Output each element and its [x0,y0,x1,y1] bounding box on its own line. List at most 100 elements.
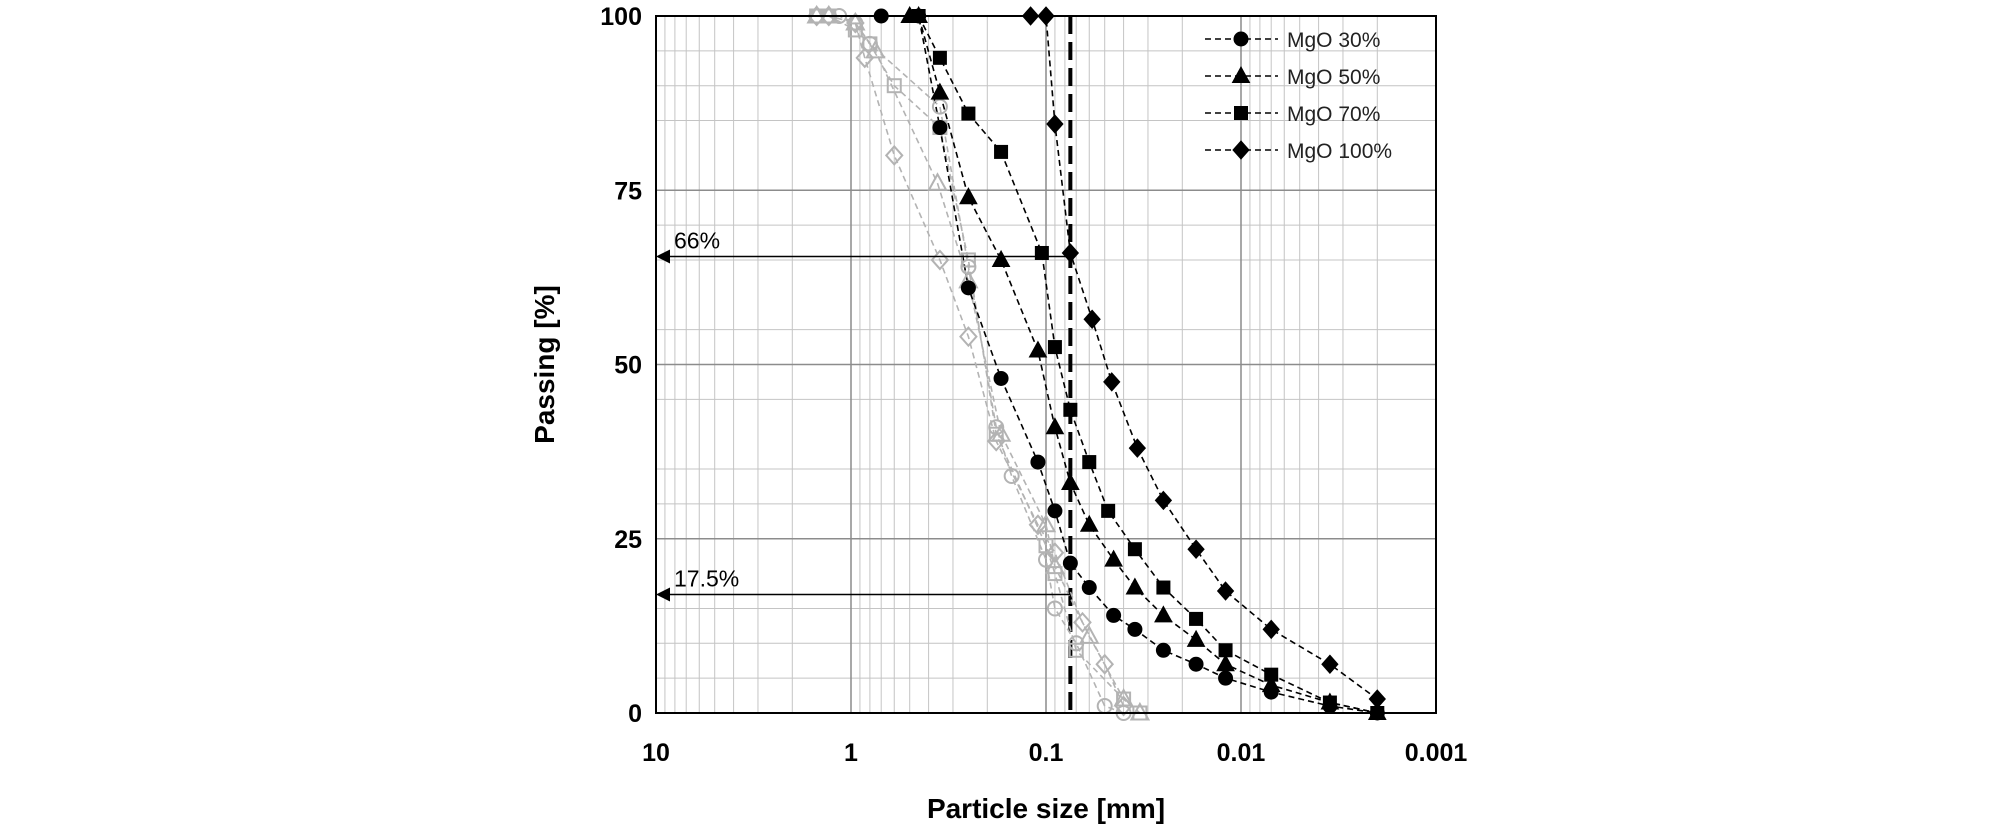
y-axis-title: Passing [%] [529,285,560,444]
data-point-mgo-100-reference [1045,542,1065,564]
legend-marker [1231,65,1251,83]
y-tick-label: 75 [614,177,642,205]
data-point-mgo-70 [1264,667,1279,682]
y-tick-labels: 0 25 50 75 100 [600,3,642,728]
data-point-mgo-70 [1047,340,1062,355]
series-line-mgo-50 [909,15,1378,714]
legend-label: MgO 100% [1287,140,1392,163]
data-point-mgo-50-reference [845,11,866,31]
data-point-mgo-70 [1189,611,1204,626]
data-point-mgo-70-reference [847,22,863,38]
legend: MgO 30% MgO 50% MgO 70% MgO 100% [1205,29,1392,163]
data-point-mgo-100 [1216,581,1235,601]
data-point-mgo-100 [1187,539,1205,559]
data-point-mgo-50 [991,249,1011,267]
y-tick-label: 100 [600,3,642,31]
data-point-mgo-70 [1218,643,1233,658]
series-line-mgo-100-reference [816,15,1125,707]
data-point-mgo-30 [932,120,948,136]
data-point-mgo-50 [959,187,978,205]
data-point-mgo-100 [1128,438,1147,458]
annotation-arrowhead [656,587,670,602]
data-point-mgo-100-reference [1073,611,1092,633]
annotation-arrowhead [656,249,670,264]
annotation-label: 17.5% [674,566,739,592]
data-point-mgo-50 [1186,629,1206,647]
data-point-mgo-100 [1368,689,1386,709]
data-point-mgo-70 [994,144,1009,159]
data-point-mgo-100 [1046,114,1064,134]
data-point-mgo-50 [1061,472,1080,490]
data-point-mgo-50 [1261,675,1281,693]
series-line-mgo-30 [881,15,1378,714]
data-point-mgo-30 [1062,555,1078,571]
data-point-mgo-100-reference [855,47,875,69]
data-point-mgo-30 [993,370,1009,386]
data-point-mgo-30 [1081,580,1097,596]
data-point-mgo-100 [1154,490,1173,511]
data-point-mgo-30 [960,280,976,296]
y-tick-label: 25 [614,526,642,554]
data-point-mgo-100-reference [884,144,904,166]
data-point-mgo-30 [1127,621,1143,637]
data-point-mgo-30 [1155,642,1171,658]
legend-label: MgO 50% [1287,66,1380,89]
annotations: 66% 17.5% [656,227,1071,602]
series-line-mgo-70 [917,15,1378,714]
data-point-mgo-70-reference [960,252,976,268]
data-point-mgo-70-reference [1068,642,1084,658]
annotation-label: 66% [674,227,720,253]
data-point-mgo-100 [1262,619,1280,640]
x-tick-label: 0.001 [1405,739,1468,767]
data-point-mgo-100-reference [986,430,1006,452]
data-point-mgo-30-reference [931,98,948,115]
data-point-mgo-70 [1101,503,1116,518]
data-point-mgo-100-reference [1028,514,1048,536]
data-point-mgo-50-reference [927,172,948,191]
x-tick-label: 10 [642,739,670,767]
data-point-mgo-100 [1083,309,1101,329]
series-markers [806,4,1387,721]
plot-frame [655,15,1437,714]
data-point-mgo-50-reference [1044,555,1066,575]
x-tick-label: 0.01 [1217,739,1266,767]
data-point-mgo-100-reference [846,12,865,34]
data-point-mgo-50 [1125,577,1145,595]
y-tick-label: 0 [628,700,642,728]
data-point-mgo-70 [961,106,976,121]
data-point-mgo-100 [1061,243,1080,263]
data-point-mgo-30 [1047,503,1063,519]
data-point-mgo-70 [1082,455,1097,470]
data-point-mgo-100-reference [959,326,978,348]
data-point-mgo-50 [1216,654,1235,672]
legend-marker [1234,106,1248,120]
data-point-mgo-100 [1103,372,1121,392]
legend-marker [1233,31,1249,47]
data-point-mgo-70 [1322,695,1337,710]
y-tick-label: 50 [614,352,642,380]
x-tick-label: 1 [844,739,858,767]
data-point-mgo-30 [1106,607,1122,623]
legend-marker [1232,140,1250,160]
data-point-mgo-50 [1079,514,1099,532]
data-point-mgo-50 [930,82,950,100]
data-point-mgo-70-reference [862,36,878,52]
data-point-mgo-100-reference [807,5,827,27]
data-point-mgo-70-reference [1116,691,1132,707]
data-point-mgo-100-reference [819,5,839,27]
legend-label: MgO 30% [1287,29,1380,52]
x-tick-label: 0.1 [1029,739,1064,767]
data-point-mgo-50-reference [1079,625,1100,644]
data-point-mgo-70-reference [886,78,902,94]
data-point-mgo-30 [1030,454,1046,470]
data-point-mgo-50 [1154,605,1173,623]
data-point-mgo-70 [1063,402,1078,417]
data-point-mgo-70-reference [1047,566,1063,582]
data-point-mgo-30 [1218,670,1234,686]
data-point-mgo-30-reference [1046,600,1063,617]
data-point-mgo-100 [1321,654,1339,674]
data-point-mgo-70 [1034,245,1049,260]
data-point-mgo-50 [1045,417,1065,435]
data-point-mgo-70 [1156,580,1171,595]
